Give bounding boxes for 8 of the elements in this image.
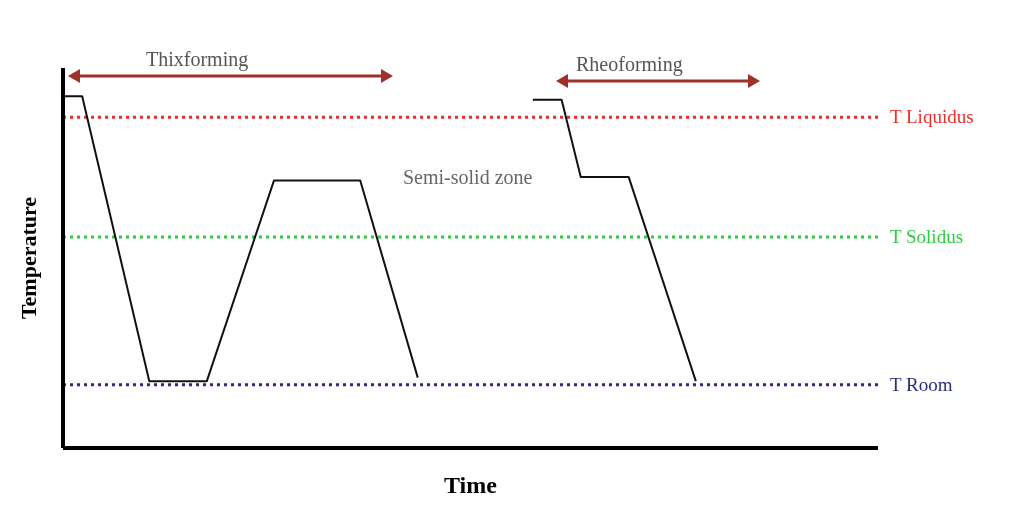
x-axis-title: Time xyxy=(444,472,498,498)
y-axis-title: Temperature xyxy=(15,196,41,320)
ref-line-label: T Liquidus xyxy=(890,106,974,128)
ref-line-label: T Room xyxy=(890,373,953,395)
text: Rheoforming xyxy=(576,53,683,76)
text: Thixforming xyxy=(146,48,249,71)
ref-line-label: T Solidus xyxy=(890,225,964,247)
annotation: Semi-solid zone xyxy=(403,166,533,189)
